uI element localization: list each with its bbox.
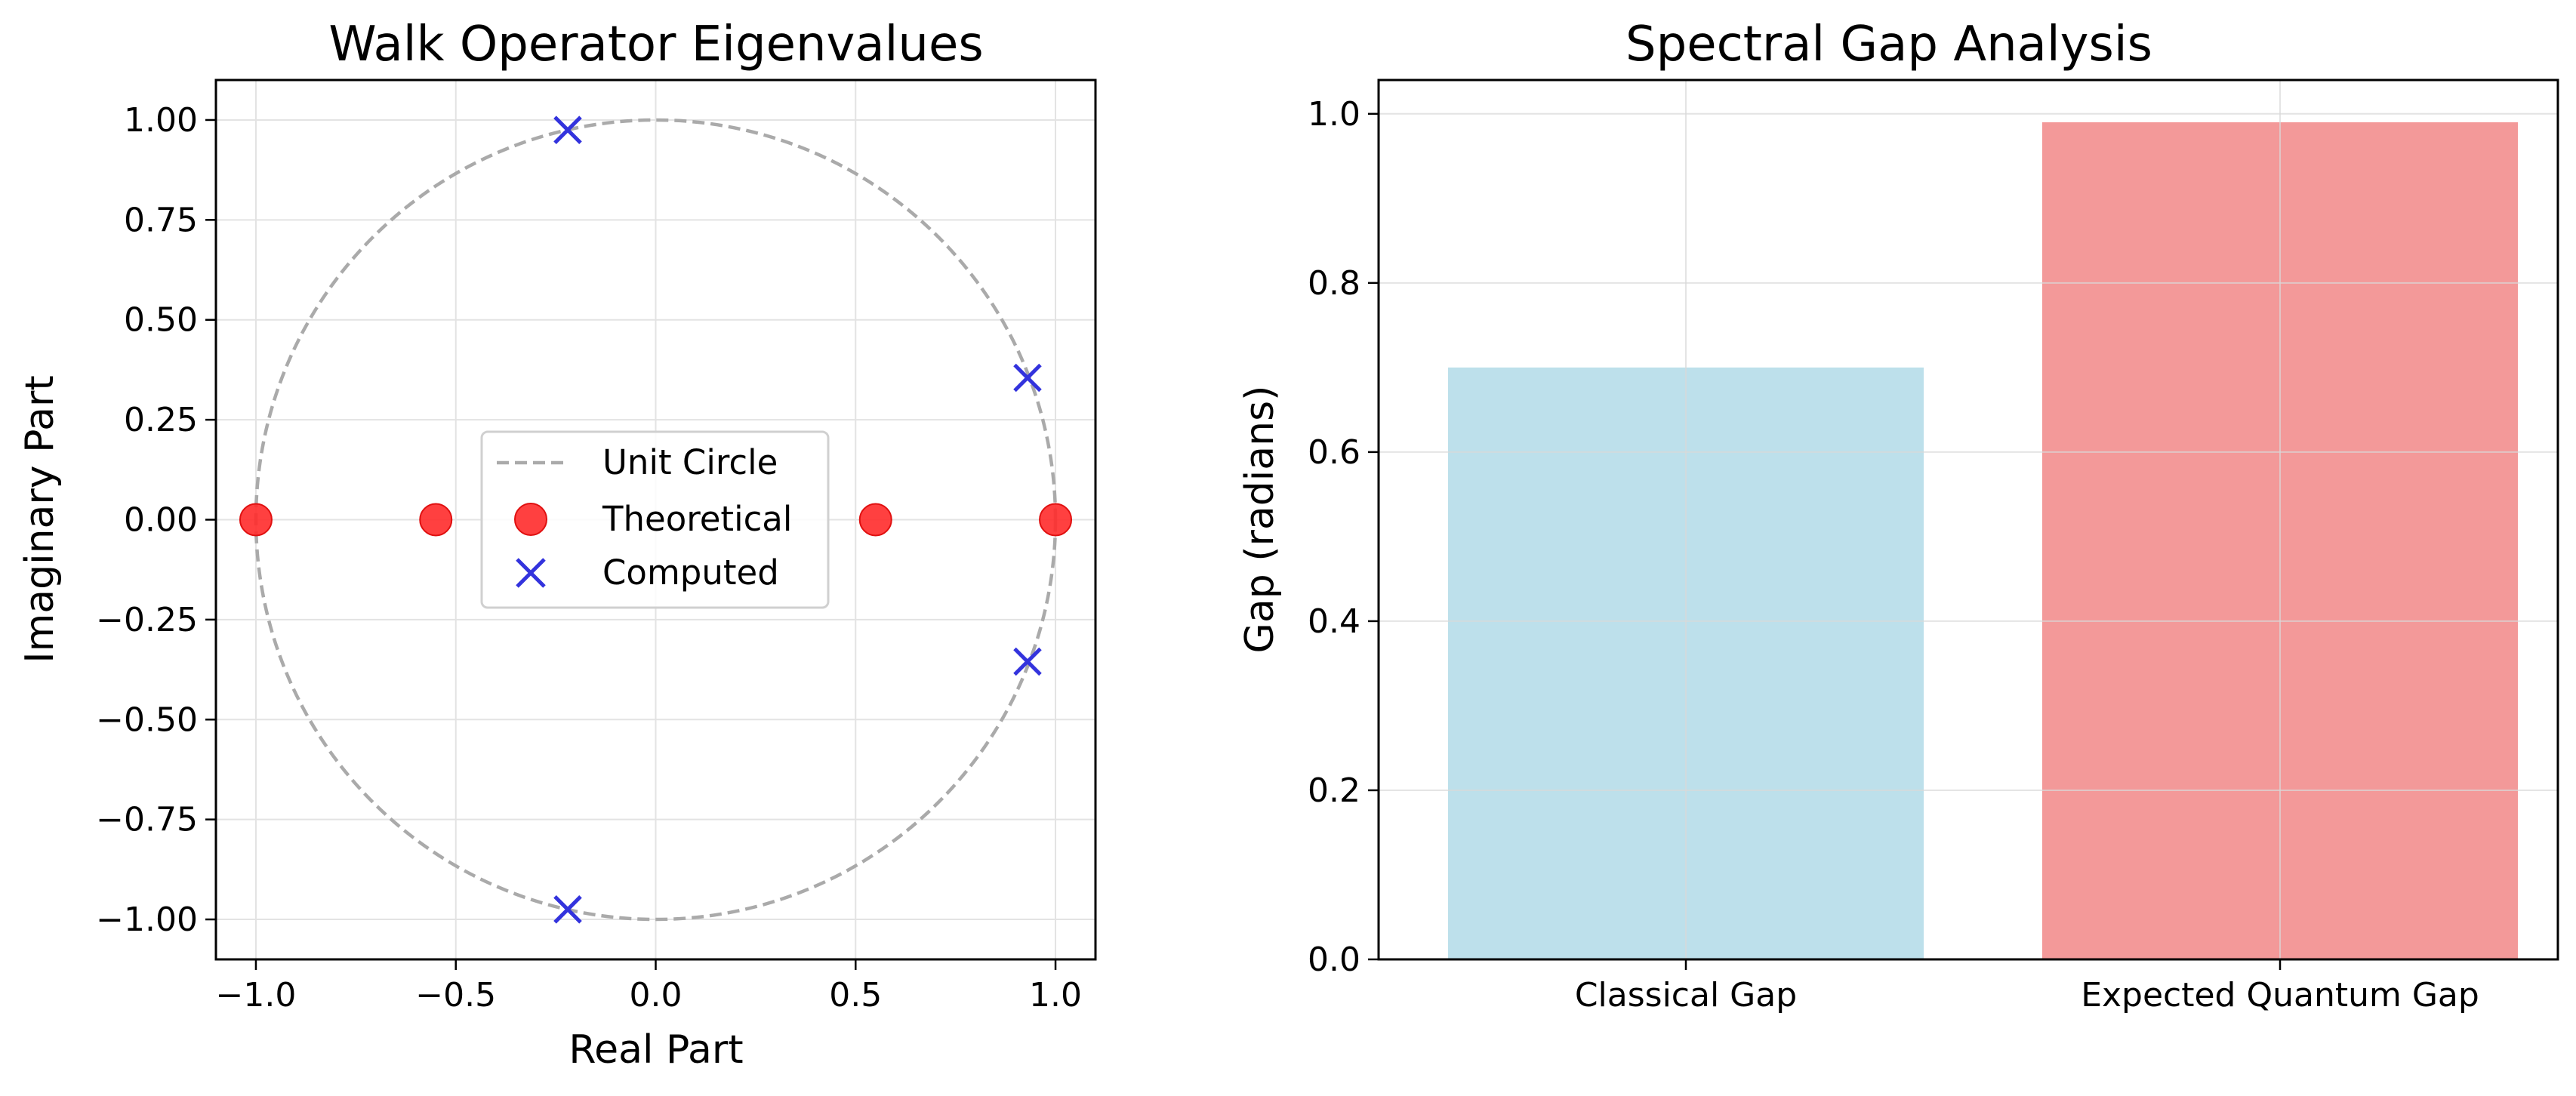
legend-label-theoretical: Theoretical <box>602 499 792 539</box>
left-x-axis-label: Real Part <box>569 1027 743 1073</box>
right-bars-layer <box>1448 122 2518 960</box>
left-y-tick-label: −0.50 <box>96 700 198 739</box>
right-y-tick-label: 0.8 <box>1308 264 1360 303</box>
spectral-gap-bar-panel: Spectral Gap Analysis Classical Gap Expec… <box>1237 17 2559 1014</box>
theoretical-point <box>419 503 453 537</box>
left-y-tick-label: 0.00 <box>124 501 198 540</box>
left-x-tick-label: −0.5 <box>415 976 496 1014</box>
right-y-tick-label: 0.6 <box>1308 433 1360 472</box>
left-chart-title: Walk Operator Eigenvalues <box>328 17 983 72</box>
theoretical-point <box>858 503 892 537</box>
right-y-tick-label: 0.2 <box>1308 771 1360 810</box>
computed-point-stroke <box>553 895 582 924</box>
computed-point-stroke <box>553 115 582 144</box>
computed-point <box>1013 647 1042 676</box>
computed-point-stroke <box>1013 363 1042 393</box>
computed-point <box>1013 363 1042 393</box>
left-x-tick-label: −1.0 <box>216 976 297 1014</box>
right-y-ticks: 0.0 0.2 0.4 0.6 0.8 1.0 <box>1308 95 1379 979</box>
right-gridlines <box>1379 80 2558 960</box>
left-y-tick-label: −1.00 <box>96 901 198 939</box>
left-points-layer <box>239 115 1073 924</box>
legend-box <box>480 430 830 609</box>
computed-point-stroke <box>1013 647 1042 676</box>
computed-point <box>553 895 582 924</box>
legend-label-unit-circle: Unit Circle <box>602 442 778 482</box>
left-y-tick-label: 0.75 <box>124 201 198 239</box>
left-x-tick-label: 1.0 <box>1029 976 1082 1014</box>
category-label-expected-quantum-gap: Expected Quantum Gap <box>2081 976 2479 1014</box>
theoretical-point <box>1039 503 1073 537</box>
eigenvalue-scatter-panel: Walk Operator Eigenvalues −1.0 −0.5 0.0 0.5… <box>17 17 1097 1073</box>
right-chart-title: Spectral Gap Analysis <box>1625 17 2152 72</box>
left-y-ticks: 1.00 0.75 0.50 0.25 0.00 −0.25 −0.50 −0.75 −1.00 <box>96 101 216 939</box>
right-y-tick-label: 0.0 <box>1308 941 1360 979</box>
theoretical-point <box>239 503 273 537</box>
left-y-tick-label: −0.75 <box>96 801 198 839</box>
left-y-tick-label: 0.25 <box>124 401 198 439</box>
left-y-tick-label: 0.50 <box>124 301 198 340</box>
right-x-ticks: Classical Gap Expected Quantum Gap <box>1575 959 2479 1014</box>
left-x-tick-label: 0.5 <box>829 976 882 1014</box>
legend-swatch-theoretical <box>514 503 547 536</box>
legend-swatch-computed <box>516 558 546 588</box>
category-label-classical-gap: Classical Gap <box>1575 976 1797 1014</box>
left-legend: Unit Circle Theoretical Computed <box>480 430 830 609</box>
left-x-tick-label: 0.0 <box>630 976 683 1014</box>
right-y-tick-label: 1.0 <box>1308 95 1360 134</box>
right-y-tick-label: 0.4 <box>1308 602 1360 641</box>
left-y-axis-label: Imaginary Part <box>17 375 63 663</box>
left-y-tick-label: 1.00 <box>124 101 198 140</box>
left-x-ticks: −1.0 −0.5 0.0 0.5 1.0 <box>216 959 1082 1014</box>
legend-label-computed: Computed <box>602 553 779 593</box>
right-y-axis-label: Gap (radians) <box>1237 386 1283 654</box>
left-y-tick-label: −0.25 <box>96 601 198 639</box>
computed-point <box>553 115 582 144</box>
right-plot-frame <box>1377 79 2559 961</box>
